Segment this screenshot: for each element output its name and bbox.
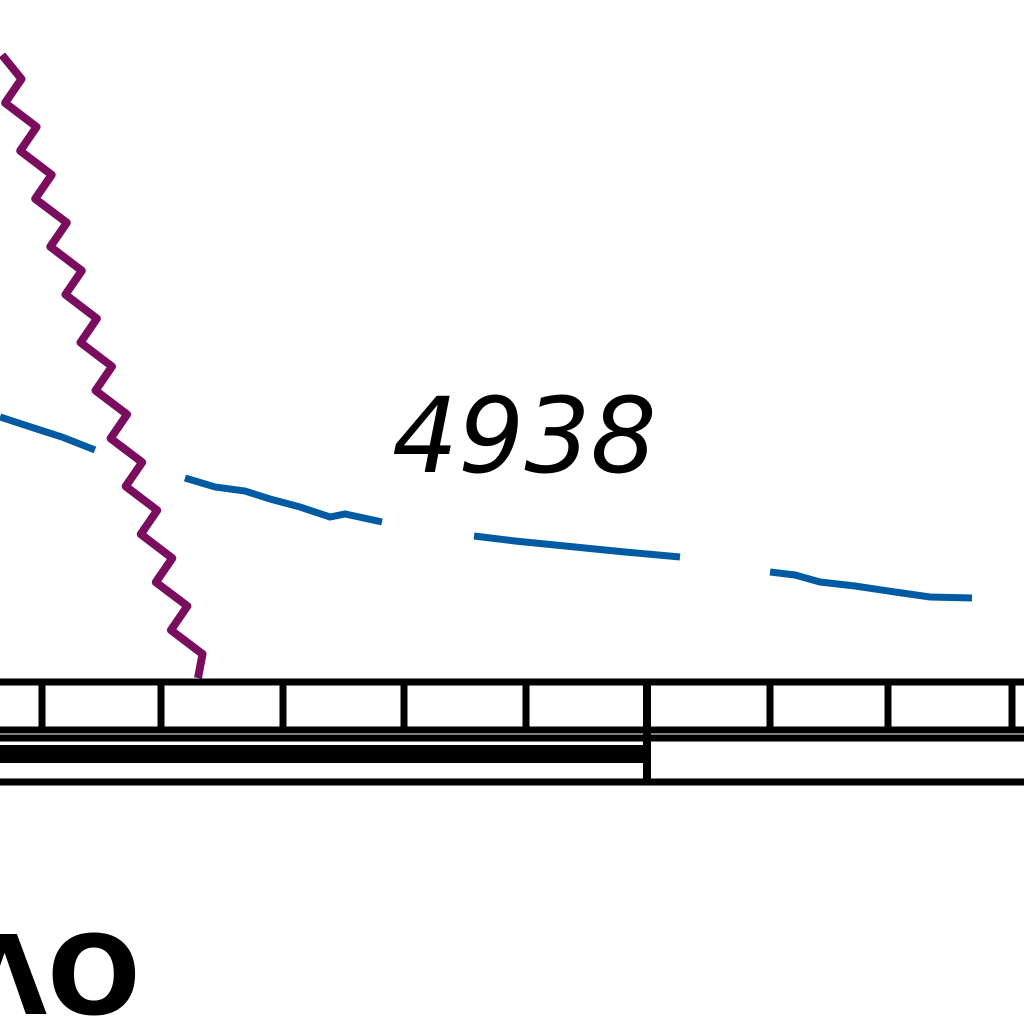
wavy-boundary-line xyxy=(0,52,207,679)
contour-segment xyxy=(183,474,383,526)
elevation-label: 4938 xyxy=(392,375,657,497)
contour-segment xyxy=(769,568,973,602)
scale-bar-lower-frame xyxy=(0,734,1024,786)
scale-bar-upper-frame xyxy=(0,678,1024,734)
contour-segment xyxy=(0,413,97,454)
contour-line xyxy=(0,413,973,602)
contour-segment xyxy=(473,532,681,561)
scale-bar-ticks xyxy=(38,682,1016,730)
scale-bar-lower-filled xyxy=(0,745,647,763)
map-symbol-text: ΛO xyxy=(0,912,141,1024)
scale-bar xyxy=(0,678,1024,786)
